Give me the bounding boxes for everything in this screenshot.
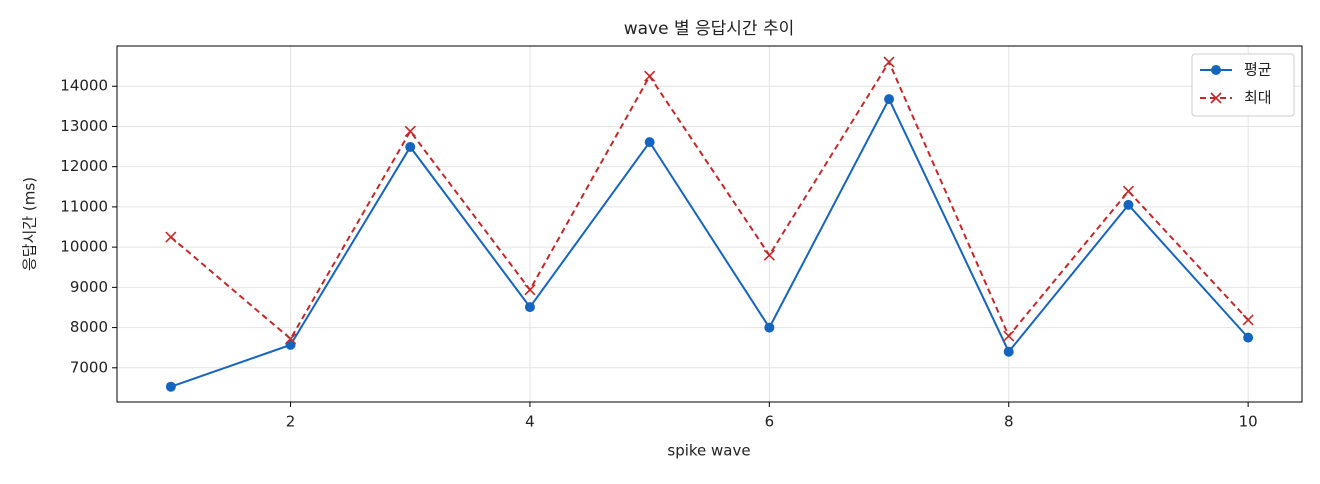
x-tick-label: 6 xyxy=(765,413,775,431)
series-line xyxy=(170,59,1249,341)
marker xyxy=(883,56,895,68)
x-tick-label: 8 xyxy=(1004,413,1014,431)
chart-title: wave 별 응답시간 추이 xyxy=(624,19,795,39)
legend-label: 평균 xyxy=(1244,61,1272,79)
y-tick-label: 11000 xyxy=(60,197,108,215)
marker xyxy=(1242,314,1254,326)
marker xyxy=(644,137,655,148)
marker xyxy=(1210,92,1222,104)
marker xyxy=(405,141,416,152)
marker xyxy=(884,94,895,105)
marker xyxy=(284,333,297,345)
marker xyxy=(165,231,177,243)
marker xyxy=(524,284,536,296)
marker xyxy=(1003,346,1014,357)
y-tick-label: 9000 xyxy=(70,278,108,296)
marker xyxy=(1122,185,1135,197)
y-axis-label: 응답시간 (ms) xyxy=(21,177,39,271)
marker xyxy=(404,125,416,137)
x-tick-label: 10 xyxy=(1239,413,1258,431)
marker xyxy=(165,381,176,392)
x-tick-label: 4 xyxy=(525,413,535,431)
y-tick-label: 13000 xyxy=(60,117,108,135)
marker xyxy=(764,322,775,333)
marker xyxy=(1211,65,1221,75)
marker xyxy=(763,249,775,261)
marker xyxy=(644,70,656,82)
legend-label: 최대 xyxy=(1244,89,1272,107)
y-tick-label: 12000 xyxy=(60,157,108,175)
plot-frame xyxy=(116,45,1303,403)
y-tick-label: 14000 xyxy=(60,77,108,95)
marker xyxy=(524,302,535,313)
series-line xyxy=(170,96,1249,388)
marker xyxy=(1123,199,1134,210)
x-tick-label: 2 xyxy=(286,413,296,431)
y-tick-label: 8000 xyxy=(70,318,108,336)
marker xyxy=(1003,330,1015,342)
legend-box xyxy=(1191,53,1295,117)
x-axis-label: spike wave xyxy=(667,442,750,460)
marker xyxy=(1243,332,1254,343)
y-tick-label: 7000 xyxy=(70,358,108,376)
y-tick-label: 10000 xyxy=(60,238,108,256)
